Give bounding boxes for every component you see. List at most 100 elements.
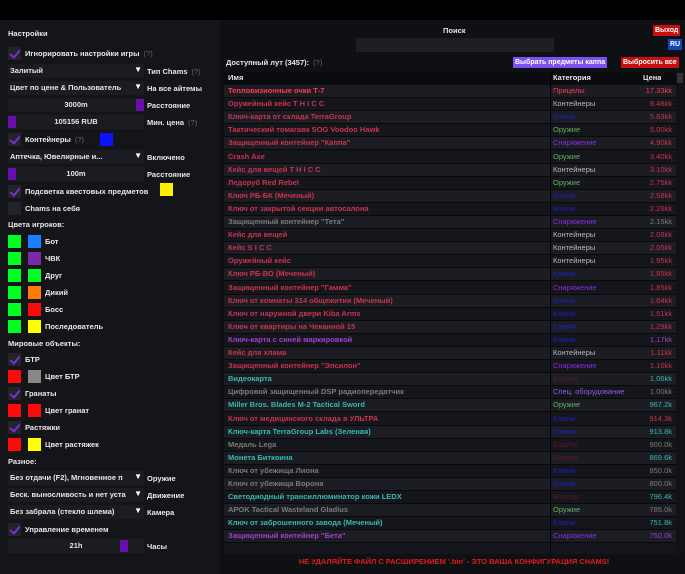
column-category[interactable]: Категория bbox=[553, 73, 591, 82]
min-price-slider[interactable]: 105156 RUB bbox=[8, 115, 144, 129]
table-row[interactable]: Защищенный контейнер "Эпсилон" Снаряжени… bbox=[224, 360, 676, 374]
grenades-checkbox[interactable] bbox=[8, 387, 21, 400]
table-row[interactable]: Кейс S I C C Контейнеры 2.05kk bbox=[224, 242, 676, 256]
table-row[interactable]: Медаль Lega Бартер 900.0k bbox=[224, 439, 676, 452]
slider-handle[interactable] bbox=[8, 116, 16, 128]
chams-type-dropdown[interactable]: Залитый ▼ bbox=[8, 64, 144, 78]
drop-all-button[interactable]: Выбросить все bbox=[621, 57, 679, 68]
table-row[interactable]: Оружейный кейс Контейнеры 1.95kk bbox=[224, 255, 676, 269]
player-color-2-swatch[interactable] bbox=[28, 252, 41, 265]
exit-button[interactable]: Выход bbox=[653, 25, 681, 36]
chevron-down-icon: ▼ bbox=[134, 472, 142, 481]
help-icon[interactable]: (?) bbox=[191, 67, 201, 76]
table-row[interactable]: Ключ от наружной двери Kiba Arms Ключи 1… bbox=[224, 308, 676, 321]
player-color-2-swatch[interactable] bbox=[28, 235, 41, 248]
min-price-label: Мин. цена bbox=[147, 118, 185, 127]
table-row[interactable]: Цифровой защищенный DSP радиопередатчик … bbox=[224, 386, 676, 400]
table-row[interactable]: Защищенный контейнер "Бета" Снаряжение 7… bbox=[224, 530, 676, 544]
grenade-color-label: Цвет гранат bbox=[45, 406, 90, 415]
hours-slider[interactable]: 21h bbox=[8, 539, 144, 553]
player-color-1-swatch[interactable] bbox=[8, 252, 21, 265]
tripwire-color-1-swatch[interactable] bbox=[8, 438, 21, 451]
weapon-value: Без отдачи (F2), Мгновенное п bbox=[10, 473, 123, 482]
player-color-1-swatch[interactable] bbox=[8, 269, 21, 282]
player-color-2-swatch[interactable] bbox=[28, 320, 41, 333]
slider-handle[interactable] bbox=[120, 540, 128, 552]
table-row[interactable]: Ключ-карта с синей маркировкой Ключи 1.1… bbox=[224, 334, 676, 347]
player-color-1-swatch[interactable] bbox=[8, 286, 21, 299]
containers-checkbox[interactable] bbox=[8, 133, 21, 146]
player-color-1-swatch[interactable] bbox=[8, 235, 21, 248]
ignore-game-settings-checkbox[interactable] bbox=[8, 47, 21, 60]
table-row[interactable]: Ключ от закрытой секции автосалона Ключи… bbox=[224, 203, 676, 216]
slider-handle[interactable] bbox=[136, 99, 144, 111]
column-price[interactable]: Цена bbox=[643, 73, 662, 82]
color-mode-dropdown[interactable]: Цвет по цене & Пользователь ▼ bbox=[8, 81, 144, 95]
tripwires-checkbox[interactable] bbox=[8, 421, 21, 434]
item-name: Тактический томагавк SOG Voodoo Hawk bbox=[228, 125, 380, 135]
movement-dropdown[interactable]: Беск. выносливость и нет уста ▼ bbox=[8, 488, 144, 502]
weapon-dropdown[interactable]: Без отдачи (F2), Мгновенное п ▼ bbox=[8, 471, 144, 485]
table-row[interactable]: APOK Tactical Wasteland Gladius Оружие 7… bbox=[224, 504, 676, 518]
table-row[interactable]: Видеокарта Бартер 1.06kk bbox=[224, 373, 676, 387]
quest-items-label: Подсветка квестовых предметов bbox=[25, 187, 149, 196]
help-icon[interactable]: (?) bbox=[74, 135, 85, 144]
player-color-2-swatch[interactable] bbox=[28, 269, 41, 282]
containers-color-swatch[interactable] bbox=[100, 133, 113, 146]
scrollbar-thumb[interactable] bbox=[677, 73, 683, 83]
select-kappa-button[interactable]: Выбрать предметы каппа bbox=[513, 57, 608, 68]
table-row[interactable]: Ключ-карта от склада TerraGroup Ключи 5.… bbox=[224, 111, 676, 125]
table-row[interactable]: Miller Bros. Blades M-2 Tactical Sword О… bbox=[224, 399, 676, 413]
table-row[interactable]: Ключ от заброшенного завода (Меченый) Кл… bbox=[224, 517, 676, 531]
quest-items-checkbox[interactable] bbox=[8, 185, 21, 198]
language-button[interactable]: RU bbox=[668, 39, 683, 50]
table-row[interactable]: Кейс для хлама Контейнеры 1.11kk bbox=[224, 347, 676, 360]
chams-self-checkbox[interactable] bbox=[8, 202, 21, 215]
grenade-color-2-swatch[interactable] bbox=[28, 404, 41, 417]
table-row[interactable]: Ледоруб Red Rebel Оружие 2.75kk bbox=[224, 177, 676, 190]
table-row[interactable]: Ключ РБ-ВО (Меченый) Ключи 1.85kk bbox=[224, 268, 676, 282]
table-row[interactable]: Ключ от комнаты 314 общежития (Меченый) … bbox=[224, 294, 676, 308]
slider-handle[interactable] bbox=[8, 168, 16, 180]
table-row[interactable]: Защищенный контейнер "Тета" Снаряжение 2… bbox=[224, 216, 676, 229]
table-row[interactable]: Защищенный контейнер "Гамма" Снаряжение … bbox=[224, 282, 676, 295]
table-row[interactable]: Светодиодный трансиллюминатор кожи LEDX … bbox=[224, 491, 676, 505]
player-color-2-swatch[interactable] bbox=[28, 303, 41, 316]
tripwires-label: Растяжки bbox=[25, 423, 60, 432]
btr-color-2-swatch[interactable] bbox=[28, 370, 41, 383]
table-scrollbar[interactable] bbox=[676, 72, 684, 554]
container-distance-slider[interactable]: 100m bbox=[8, 167, 144, 181]
table-row[interactable]: Кейс для вещей Контейнеры 2.08kk bbox=[224, 229, 676, 243]
table-row[interactable]: Ключ РБ-БК (Меченый) Ключи 2.58kk bbox=[224, 189, 676, 203]
help-icon[interactable]: (?) bbox=[188, 118, 198, 127]
table-row[interactable]: Ключ-карта TerraGroup Labs (Зеленая) Клю… bbox=[224, 425, 676, 439]
distance-slider[interactable]: 3000m bbox=[8, 98, 144, 112]
search-input[interactable] bbox=[356, 38, 554, 52]
player-color-1-swatch[interactable] bbox=[8, 320, 21, 333]
table-row[interactable]: Кейс для вещей T H I C C Контейнеры 3.10… bbox=[224, 163, 676, 177]
loot-help[interactable]: (?) bbox=[313, 58, 323, 67]
table-row[interactable]: Ключ от убежища Ворона Ключи 800.0k bbox=[224, 478, 676, 491]
time-control-checkbox[interactable] bbox=[8, 523, 21, 536]
btr-checkbox[interactable] bbox=[8, 353, 21, 366]
table-row[interactable]: Crash Axe Оружие 3.40kk bbox=[224, 151, 676, 164]
player-color-1-swatch[interactable] bbox=[8, 303, 21, 316]
table-row[interactable]: Ключ от медицинского склада в УЛЬТРА Клю… bbox=[224, 413, 676, 426]
world-objects-title-group: Мировые объекты: bbox=[8, 339, 80, 348]
table-row[interactable]: Тактический томагавк SOG Voodoo Hawk Ору… bbox=[224, 124, 676, 138]
tripwire-color-2-swatch[interactable] bbox=[28, 438, 41, 451]
btr-color-1-swatch[interactable] bbox=[8, 370, 21, 383]
table-row[interactable]: Ключ от квартиры на Чеканной 15 Ключи 1.… bbox=[224, 320, 676, 334]
player-color-2-swatch[interactable] bbox=[28, 286, 41, 299]
grenade-color-1-swatch[interactable] bbox=[8, 404, 21, 417]
help-icon[interactable]: (?) bbox=[143, 49, 153, 58]
table-row[interactable]: Защищенный контейнер "Каппа" Снаряжение … bbox=[224, 137, 676, 151]
camera-dropdown[interactable]: Без забрала (стекло шлема) ▼ bbox=[8, 505, 144, 519]
quest-color-swatch[interactable] bbox=[160, 183, 173, 196]
table-row[interactable]: Монета Биткоина Бартер 869.6k bbox=[224, 451, 676, 465]
table-row[interactable]: Тепловизионные очки Т-7 Прицелы 17.33kk bbox=[224, 85, 676, 98]
table-row[interactable]: Ключ от убежища Лиона Ключи 850.0k bbox=[224, 465, 676, 478]
table-row[interactable]: Оружейный кейс T H I C C Контейнеры 8.48… bbox=[224, 98, 676, 112]
column-name[interactable]: Имя bbox=[228, 73, 244, 82]
container-types-dropdown[interactable]: Аптечка, Ювелирные и... ▼ bbox=[8, 150, 144, 164]
